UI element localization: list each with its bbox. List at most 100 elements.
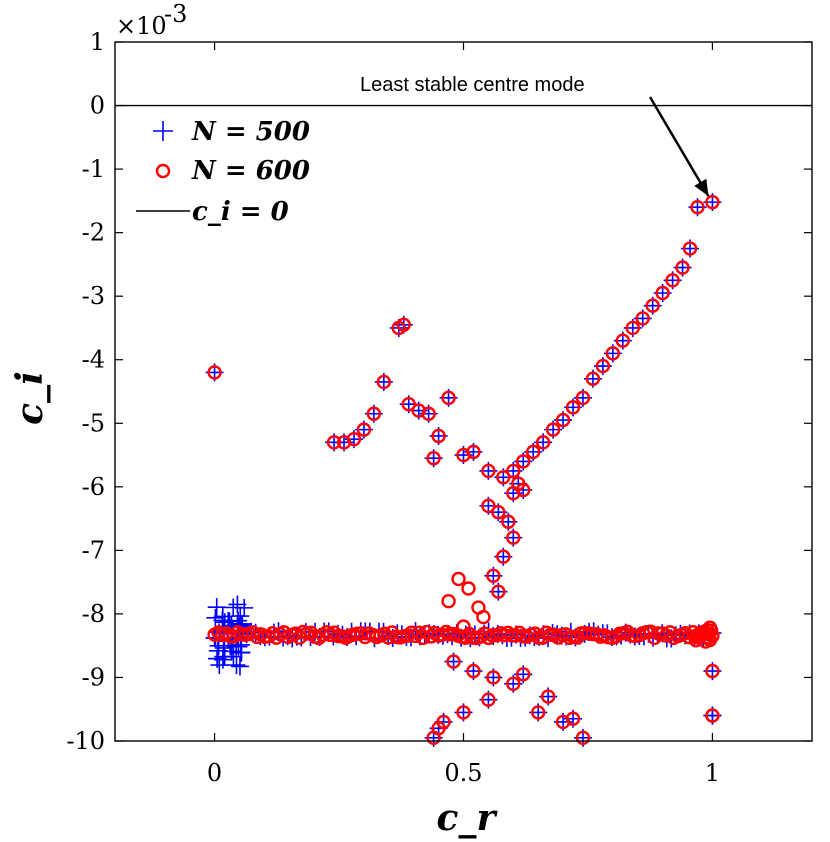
y-scale-multiplier: ×10 [116,12,167,40]
data-point [496,549,511,564]
band-marker [235,598,254,617]
data-point [461,581,476,596]
data-point [441,594,456,609]
data-point [466,663,481,679]
data-point [356,422,372,437]
data-point [491,584,506,599]
data-point [645,298,660,313]
data-point [516,482,531,498]
data-point [486,670,501,685]
data-point [526,444,541,460]
y-tick-label: -3 [82,282,105,310]
y-tick-label: -6 [82,473,105,501]
y-tick-label: -1 [82,155,105,183]
data-point [441,390,456,406]
data-point [501,514,516,529]
annotation-arrow-shaft [648,96,710,197]
data-point [376,374,392,390]
y-tick-label: -4 [82,346,105,374]
data-point [565,711,581,726]
data-point [555,412,571,428]
data-point [431,428,446,444]
annotation-text: Least stable centre mode [360,74,585,96]
data-point [496,470,511,485]
band-marker [213,650,232,669]
data-point [456,619,471,634]
band-marker [404,625,419,640]
data-point [655,285,670,301]
data-point [366,406,382,421]
data-point [575,390,591,406]
data-point [506,463,521,479]
band-marker [224,647,243,666]
data-point [481,692,496,707]
data-point [426,451,441,466]
data-point [615,333,631,348]
legend-label-n600: N = 600 [191,156,310,186]
data-point [575,730,591,746]
data-point [675,260,690,275]
axes: 1 0 -1 -2 -3 -4 -5 -6 -7 -8 -9 -10 0 0.5 1 [66,28,813,787]
band-marker [207,598,226,617]
y-tick-label: -2 [82,219,105,247]
x-axis-label: c_r [437,797,499,839]
data-point [466,444,481,460]
series-n500 [205,193,722,747]
annotation: Least stable centre mode [360,74,710,197]
y-scale-exponent: -3 [164,0,187,28]
data-point [491,505,506,520]
data-point [635,311,650,326]
data-point [545,422,561,437]
data-point [421,406,436,421]
band-marker [231,607,250,626]
y-tick-label: 0 [90,92,105,120]
annotation-arrow-head [694,178,709,197]
series-n600 [207,194,720,746]
plot-area [115,104,812,747]
data-point [426,730,441,746]
data-point [486,568,501,583]
data-point [481,463,496,479]
data-point [401,397,416,412]
data-point [565,400,581,415]
band-marker [692,625,708,641]
data-point [346,431,362,447]
data-point [605,346,621,361]
x-tick-label: 0.5 [444,759,482,787]
data-point [705,663,720,679]
legend-label-n500: N = 500 [191,117,310,147]
data-point [451,571,466,587]
y-tick-label: -10 [66,727,105,755]
data-point [682,241,698,256]
band-marker [206,608,225,627]
band-marker [228,595,247,614]
data-point [516,454,531,469]
band-marker [230,657,249,676]
data-point [476,609,491,625]
legend-marker-n600 [155,163,171,179]
data-point [585,371,601,386]
data-point [535,435,551,450]
data-point [436,714,451,730]
legend: N = 500 N = 600 c_i = 0 [136,114,336,232]
data-point [595,358,611,374]
data-point [506,676,521,692]
data-point [481,498,496,514]
x-tick-label: 1 [705,759,720,787]
legend-marker-n500 [153,121,173,141]
band-marker [227,656,246,675]
y-tick-label: -5 [82,409,105,437]
y-tick-label: -8 [82,600,105,628]
data-point [506,530,521,545]
data-point [530,705,546,720]
data-point [396,317,411,332]
data-point [705,708,720,723]
y-tick-label: -9 [82,663,105,691]
band-marker [697,625,713,641]
y-tick-label: 1 [90,28,105,56]
data-point [690,200,705,215]
x-tick-label: 0 [207,759,222,787]
data-point [446,654,461,669]
legend-label-ci-zero: c_i = 0 [192,197,289,227]
